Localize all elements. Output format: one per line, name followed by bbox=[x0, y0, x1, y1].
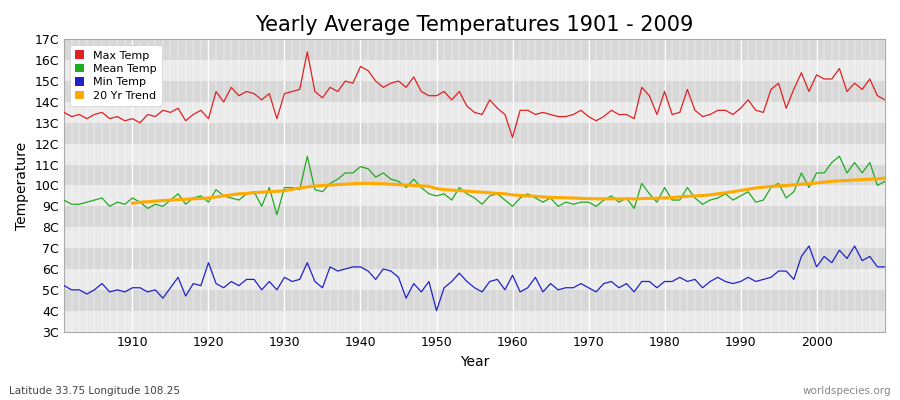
Bar bbox=[64, 81, 885, 102]
Text: worldspecies.org: worldspecies.org bbox=[803, 386, 891, 396]
Bar bbox=[64, 39, 885, 60]
Text: Latitude 33.75 Longitude 108.25: Latitude 33.75 Longitude 108.25 bbox=[9, 386, 180, 396]
X-axis label: Year: Year bbox=[460, 355, 490, 369]
Bar bbox=[64, 269, 885, 290]
Bar bbox=[64, 186, 885, 206]
Bar bbox=[64, 144, 885, 164]
Bar bbox=[64, 290, 885, 311]
Bar bbox=[64, 248, 885, 269]
Bar bbox=[64, 102, 885, 123]
Bar bbox=[64, 60, 885, 81]
Bar bbox=[64, 227, 885, 248]
Bar bbox=[64, 311, 885, 332]
Y-axis label: Temperature: Temperature bbox=[15, 141, 29, 230]
Bar bbox=[64, 123, 885, 144]
Legend: Max Temp, Mean Temp, Min Temp, 20 Yr Trend: Max Temp, Mean Temp, Min Temp, 20 Yr Tre… bbox=[69, 45, 162, 106]
Bar bbox=[64, 164, 885, 186]
Title: Yearly Average Temperatures 1901 - 2009: Yearly Average Temperatures 1901 - 2009 bbox=[256, 15, 694, 35]
Bar bbox=[64, 206, 885, 227]
